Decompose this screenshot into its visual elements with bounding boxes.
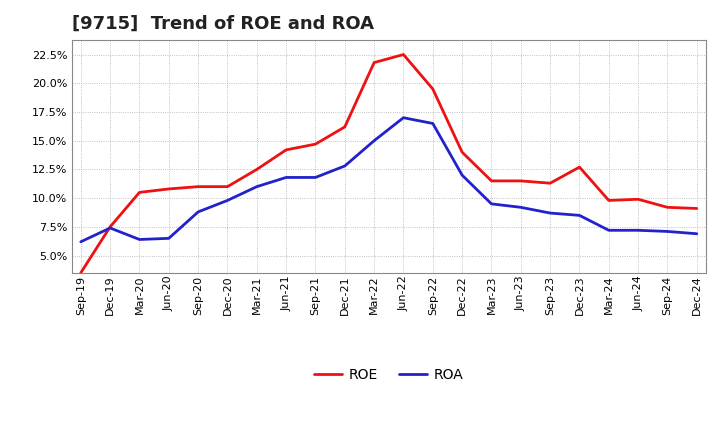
ROA bbox=[164, 236, 173, 241]
ROE bbox=[370, 60, 379, 65]
ROE bbox=[458, 150, 467, 155]
ROA bbox=[458, 172, 467, 178]
ROE bbox=[194, 184, 202, 189]
ROE bbox=[76, 270, 85, 275]
ROA bbox=[575, 213, 584, 218]
ROE bbox=[487, 178, 496, 183]
ROA bbox=[428, 121, 437, 126]
ROA bbox=[253, 184, 261, 189]
ROA bbox=[135, 237, 144, 242]
ROE bbox=[575, 165, 584, 170]
ROA bbox=[487, 201, 496, 206]
ROE bbox=[663, 205, 672, 210]
ROE bbox=[311, 142, 320, 147]
ROA bbox=[546, 210, 554, 216]
ROA bbox=[399, 115, 408, 121]
ROA bbox=[663, 229, 672, 234]
ROA bbox=[223, 198, 232, 203]
ROE bbox=[693, 206, 701, 211]
ROA bbox=[341, 163, 349, 169]
ROA bbox=[76, 239, 85, 245]
ROE bbox=[341, 124, 349, 129]
ROE bbox=[223, 184, 232, 189]
ROA bbox=[282, 175, 290, 180]
ROA bbox=[693, 231, 701, 236]
Line: ROE: ROE bbox=[81, 55, 697, 273]
Text: [9715]  Trend of ROE and ROA: [9715] Trend of ROE and ROA bbox=[72, 15, 374, 33]
ROE bbox=[399, 52, 408, 57]
ROE bbox=[253, 167, 261, 172]
ROA bbox=[605, 227, 613, 233]
ROA bbox=[194, 209, 202, 215]
ROA bbox=[370, 138, 379, 143]
ROE bbox=[546, 180, 554, 186]
Line: ROA: ROA bbox=[81, 118, 697, 242]
ROE bbox=[282, 147, 290, 153]
ROE bbox=[634, 197, 642, 202]
ROA bbox=[634, 227, 642, 233]
ROE bbox=[164, 186, 173, 191]
ROE bbox=[516, 178, 525, 183]
ROE bbox=[428, 86, 437, 92]
Legend: ROE, ROA: ROE, ROA bbox=[309, 362, 469, 387]
ROE bbox=[106, 224, 114, 230]
ROA bbox=[106, 225, 114, 231]
ROA bbox=[516, 205, 525, 210]
ROA bbox=[311, 175, 320, 180]
ROE bbox=[135, 190, 144, 195]
ROE bbox=[605, 198, 613, 203]
